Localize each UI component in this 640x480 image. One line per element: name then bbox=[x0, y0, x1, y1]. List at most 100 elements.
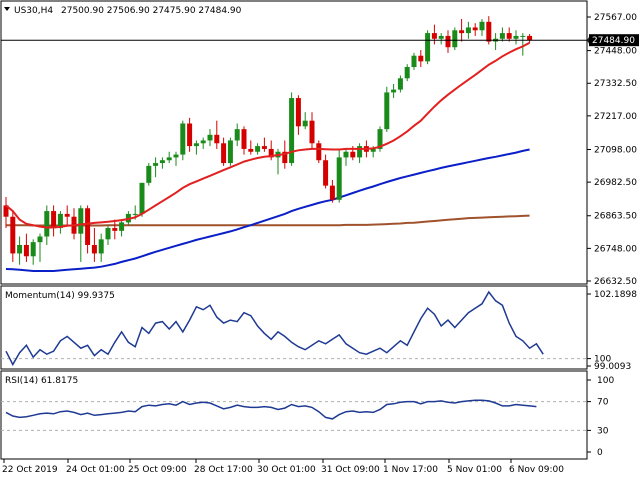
price-tick-label: 26982.50 bbox=[594, 178, 637, 188]
main-pane-border bbox=[0, 0, 588, 285]
rsi-tick-label: 30 bbox=[597, 426, 609, 436]
candle-body bbox=[520, 35, 526, 37]
candle-body bbox=[146, 165, 152, 183]
candle-body bbox=[302, 120, 308, 127]
candle-body bbox=[193, 143, 199, 147]
candle-body bbox=[329, 185, 335, 200]
candle-body bbox=[384, 92, 390, 130]
candle-body bbox=[159, 160, 165, 164]
candle-body bbox=[91, 244, 97, 254]
ma-mid-path bbox=[5, 148, 530, 272]
candle-body bbox=[57, 213, 63, 229]
candle-body bbox=[316, 143, 322, 161]
price-tick-label: 27332.50 bbox=[594, 79, 637, 89]
time-tick-label: 25 Oct 09:00 bbox=[128, 465, 187, 475]
candle-body bbox=[166, 157, 172, 161]
candle-body bbox=[404, 67, 410, 79]
candle-body bbox=[452, 30, 458, 48]
rsi-tick-label: 100 bbox=[597, 376, 614, 386]
candle-body bbox=[173, 154, 179, 158]
time-tick-label: 22 Oct 2019 bbox=[2, 465, 58, 475]
candle-body bbox=[350, 151, 356, 158]
candle-body bbox=[336, 157, 342, 200]
candle-body bbox=[397, 78, 403, 90]
candle-body bbox=[445, 35, 451, 48]
price-tick-label: 27567.00 bbox=[594, 13, 637, 23]
candle-body bbox=[391, 89, 397, 93]
candle-body bbox=[187, 123, 193, 147]
candle-body bbox=[309, 120, 315, 144]
candle-body bbox=[51, 211, 57, 229]
candle-body bbox=[411, 55, 417, 68]
time-tick-label: 6 Nov 09:00 bbox=[509, 465, 564, 475]
candle-body bbox=[23, 244, 29, 257]
momentum-line bbox=[5, 290, 544, 367]
price-tick-label: 26748.00 bbox=[594, 244, 637, 254]
candle-body bbox=[64, 213, 70, 217]
price-tick-label: 27217.00 bbox=[594, 112, 637, 122]
time-tick-label: 30 Oct 01:00 bbox=[257, 465, 316, 475]
candle-body bbox=[30, 242, 36, 257]
candles bbox=[3, 16, 533, 265]
rsi-line bbox=[5, 399, 537, 420]
chart-symbol-label: US30,H4 bbox=[14, 6, 53, 16]
candle-body bbox=[472, 27, 478, 31]
candle-body bbox=[486, 21, 492, 42]
candle-body bbox=[268, 148, 274, 158]
ma-mid-line bbox=[5, 148, 530, 272]
candle-body bbox=[37, 236, 43, 243]
momentum-tick-label: 100 bbox=[594, 355, 611, 365]
candle-body bbox=[221, 143, 227, 164]
candle-body bbox=[3, 205, 9, 217]
candle-body bbox=[180, 123, 186, 155]
candle-body bbox=[139, 182, 145, 214]
momentum-tick-label: 102.1898 bbox=[594, 290, 637, 300]
momentum-tick-label: 99.0093 bbox=[594, 362, 631, 372]
candle-body bbox=[98, 239, 104, 254]
candle-body bbox=[10, 216, 16, 254]
candle-body bbox=[295, 98, 301, 127]
price-tick-label: 27098.00 bbox=[594, 145, 637, 155]
rsi-title: RSI(14) 61.8175 bbox=[5, 376, 78, 386]
candle-body bbox=[105, 228, 111, 240]
candle-body bbox=[465, 27, 471, 34]
ma-fast-line bbox=[5, 41, 531, 229]
candle-body bbox=[132, 213, 138, 215]
candle-body bbox=[17, 244, 23, 254]
time-tick-label: 5 Nov 01:00 bbox=[447, 465, 502, 475]
rsi-tick-label: 70 bbox=[597, 398, 609, 408]
candle-body bbox=[527, 35, 533, 41]
price-axis: 27567.00 27448.00 27332.50 27217.00 27098.00… bbox=[587, 13, 637, 287]
current-price-box bbox=[589, 34, 639, 47]
candle-body bbox=[289, 98, 295, 164]
candle-body bbox=[207, 134, 213, 141]
chart-ohlc-label: 27500.90 27506.90 27475.90 27484.90 bbox=[61, 6, 242, 16]
candle-body bbox=[377, 129, 383, 149]
price-tick-label: 26632.50 bbox=[594, 277, 637, 287]
candle-body bbox=[499, 33, 505, 39]
ma-slow-path bbox=[6, 214, 530, 227]
rsi-indicator: 100 70 30 0 bbox=[1, 376, 614, 458]
candle-body bbox=[214, 134, 220, 144]
candle-body bbox=[370, 148, 376, 152]
candle-body bbox=[513, 35, 519, 39]
ma-slow-line bbox=[6, 214, 530, 227]
candle-body bbox=[438, 35, 444, 39]
time-tick-label: 24 Oct 01:00 bbox=[66, 465, 125, 475]
candle-body bbox=[343, 151, 349, 158]
current-price-label: 27484.90 bbox=[592, 36, 635, 46]
main-pane: 27567.00 27448.00 27332.50 27217.00 27098.00… bbox=[0, 0, 639, 287]
candle-body bbox=[44, 211, 50, 237]
rsi-pane-border bbox=[0, 370, 588, 460]
time-tick-label: 1 Nov 17:00 bbox=[383, 465, 438, 475]
candle-body bbox=[357, 146, 363, 158]
time-tick-label: 28 Oct 17:00 bbox=[194, 465, 253, 475]
candle-body bbox=[227, 140, 233, 164]
chart-collapse-icon[interactable] bbox=[4, 7, 10, 11]
candle-body bbox=[479, 21, 485, 31]
candle-body bbox=[248, 148, 254, 152]
